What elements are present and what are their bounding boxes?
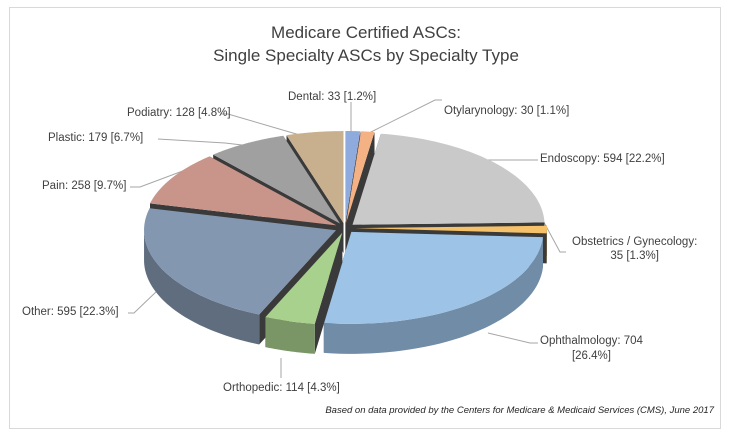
slice-top-face <box>265 232 343 324</box>
label-obstetrics-line-2: 35 [1.3%] <box>610 250 659 262</box>
slice-orthopedic <box>265 232 343 354</box>
leader-other <box>128 289 159 314</box>
slice-top-face <box>323 231 544 324</box>
slice-outer-wall <box>265 317 315 354</box>
leader-podiatry <box>220 113 311 139</box>
slice-outer-wall <box>144 230 260 345</box>
label-other: Other: 595 [22.3%] <box>22 306 119 318</box>
label-ophthalmology: Ophthalmology: 704 [26.4%] <box>540 335 643 362</box>
label-podiatry: Podiatry: 128 [4.8%] <box>127 107 231 119</box>
label-plastic: Plastic: 179 [6.7%] <box>48 132 144 144</box>
slice-outer-wall <box>323 237 544 354</box>
leader-otylarynology <box>362 99 442 137</box>
label-obstetrics-line-1: Obstetrics / Gynecology: <box>572 236 698 248</box>
slice-ophthalmology <box>323 231 544 354</box>
label-endoscopy: Endoscopy: 594 [22.2%] <box>540 153 665 165</box>
label-otylarynology: Otylarynology: 30 [1.1%] <box>444 105 570 117</box>
slice-top-face <box>352 133 545 225</box>
label-ophthalmology-line-1: Ophthalmology: 704 <box>540 335 643 347</box>
slice-top-face <box>354 225 547 234</box>
leader-ophthalmology <box>487 332 538 344</box>
label-orthopedic: Orthopedic: 114 [4.3%] <box>223 382 340 394</box>
slice-top-face <box>144 208 337 315</box>
chart-title-line-2: Single Specialty ASCs by Specialty Type <box>213 46 519 65</box>
chart-area <box>9 7 721 429</box>
slice-top-face <box>150 156 337 226</box>
slice-top-face <box>286 131 344 224</box>
slice-top-face <box>345 131 361 224</box>
chart-title-line-1: Medicare Certified ASCs: <box>271 23 461 42</box>
label-pain: Pain: 258 [9.7%] <box>42 180 127 192</box>
source-note: Based on data provided by the Centers fo… <box>325 405 714 416</box>
label-dental: Dental: 33 [1.2%] <box>288 91 377 103</box>
label-ophthalmology-line-2: [26.4%] <box>571 350 611 362</box>
label-obstetrics: Obstetrics / Gynecology: 35 [1.3%] <box>572 236 697 262</box>
slice-top-face <box>213 135 341 224</box>
slice-top-face <box>346 131 375 224</box>
